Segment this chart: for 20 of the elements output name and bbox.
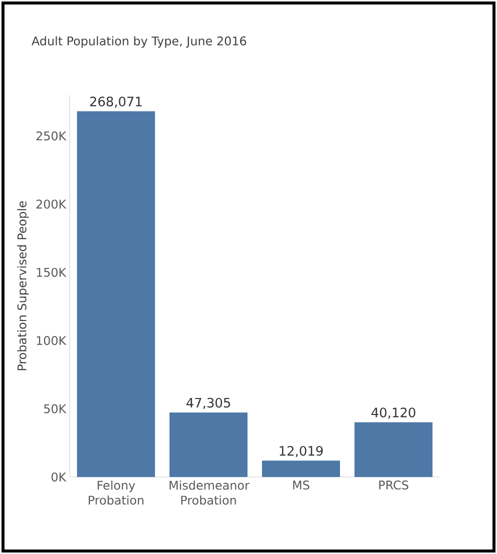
y-tick-label: 150K [36,268,66,277]
x-tick-label: Felony Probation [88,480,144,505]
y-axis-title: Probation Supervised People [17,201,29,370]
data-label: 40,120 [371,408,416,419]
y-tick-label: 100K [36,336,66,346]
bar [354,422,432,477]
x-tick-label: Misdemeanor Probation [170,480,250,505]
bar [262,460,340,477]
x-tick-label: PRCS [379,480,408,490]
bar [77,111,155,477]
data-label: 47,305 [186,398,230,409]
y-tick-label: 200K [36,200,66,209]
data-label: 268,071 [90,96,142,108]
x-tick-label: MS [293,480,310,490]
chart-title: Adult Population by Type, June 2016 [32,36,246,48]
data-label: 12,019 [280,446,323,458]
bar [170,412,248,477]
y-tick-label: 0K [52,472,66,482]
y-tick-label: 50K [44,404,66,414]
y-tick-label: 250K [36,131,66,140]
